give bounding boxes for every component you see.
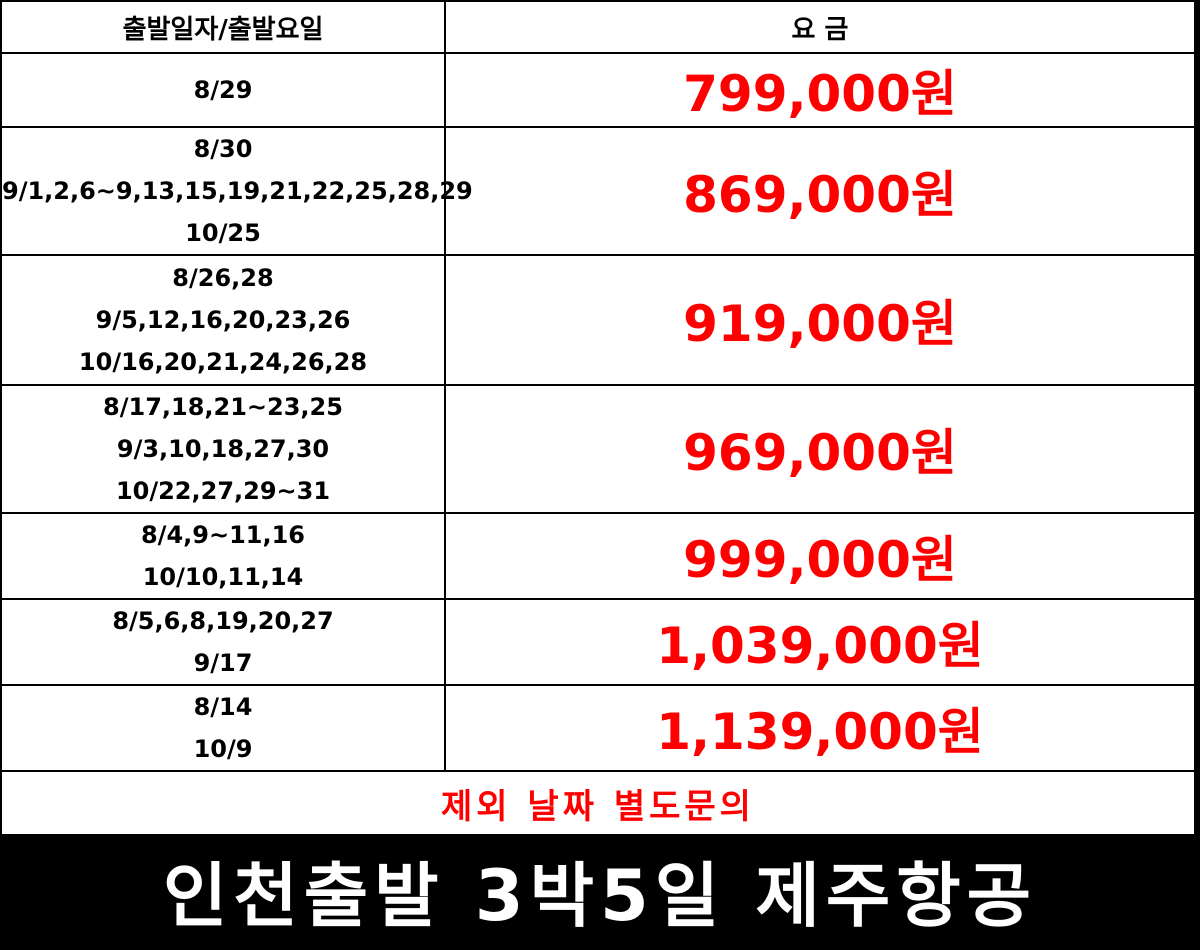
price-cell: 999,000원 bbox=[444, 512, 1196, 600]
departure-dates-cell: 8/5,6,8,19,20,27 9/17 bbox=[0, 598, 446, 686]
date-line: 10/16,20,21,24,26,28 bbox=[78, 348, 368, 376]
date-line: 8/26,28 bbox=[172, 264, 274, 292]
table-header-row: 출발일자/출발요일 요 금 bbox=[0, 0, 1196, 54]
departure-dates-cell: 8/4,9~11,16 10/10,11,14 bbox=[0, 512, 446, 600]
table-row: 8/30 9/1,2,6~9,13,15,19,21,22,25,28,29 1… bbox=[0, 126, 1196, 256]
date-line: 10/9 bbox=[193, 735, 253, 763]
departure-dates-cell: 8/14 10/9 bbox=[0, 684, 446, 772]
price-cell: 969,000원 bbox=[444, 384, 1196, 514]
table-row: 8/14 10/9 1,139,000원 bbox=[0, 684, 1196, 772]
fare-table: 출발일자/출발요일 요 금 8/29 799,000원 8/30 9/1,2,6… bbox=[0, 0, 1196, 836]
table-row: 8/29 799,000원 bbox=[0, 52, 1196, 128]
date-line: 9/5,12,16,20,23,26 bbox=[95, 306, 351, 334]
departure-dates-cell: 8/17,18,21~23,25 9/3,10,18,27,30 10/22,2… bbox=[0, 384, 446, 514]
date-line: 10/25 bbox=[185, 219, 261, 247]
date-line: 10/10,11,14 bbox=[142, 563, 304, 591]
table-row: 8/4,9~11,16 10/10,11,14 999,000원 bbox=[0, 512, 1196, 600]
date-line: 8/5,6,8,19,20,27 bbox=[112, 607, 334, 635]
price-cell: 799,000원 bbox=[444, 52, 1196, 128]
date-line: 8/17,18,21~23,25 bbox=[103, 393, 343, 421]
price-cell: 1,039,000원 bbox=[444, 598, 1196, 686]
departure-dates-cell: 8/26,28 9/5,12,16,20,23,26 10/16,20,21,2… bbox=[0, 254, 446, 386]
departure-dates-cell: 8/30 9/1,2,6~9,13,15,19,21,22,25,28,29 1… bbox=[0, 126, 473, 256]
date-line: 9/1,2,6~9,13,15,19,21,22,25,28,29 bbox=[2, 177, 473, 205]
table-row: 8/26,28 9/5,12,16,20,23,26 10/16,20,21,2… bbox=[0, 254, 1196, 386]
notice-row: 제외 날짜 별도문의 bbox=[0, 770, 1196, 836]
date-line: 9/3,10,18,27,30 bbox=[116, 435, 330, 463]
dates-column-header: 출발일자/출발요일 bbox=[0, 0, 446, 54]
table-row: 8/17,18,21~23,25 9/3,10,18,27,30 10/22,2… bbox=[0, 384, 1196, 514]
date-line: 8/4,9~11,16 bbox=[140, 521, 305, 549]
price-cell: 1,139,000원 bbox=[444, 684, 1196, 772]
footer-title: 인천출발 3박5일 제주항공 bbox=[162, 854, 1038, 937]
departure-dates-cell: 8/29 bbox=[0, 52, 446, 128]
inquiry-notice: 제외 날짜 별도문의 bbox=[0, 770, 1196, 836]
date-line: 10/22,27,29~31 bbox=[115, 477, 331, 505]
date-line: 8/29 bbox=[193, 76, 253, 104]
date-line: 9/17 bbox=[193, 649, 253, 677]
price-cell: 919,000원 bbox=[444, 254, 1196, 386]
date-line: 8/14 bbox=[193, 693, 253, 721]
price-column-header: 요 금 bbox=[444, 0, 1196, 54]
date-line: 8/30 bbox=[193, 135, 253, 163]
price-cell: 869,000원 bbox=[444, 126, 1196, 256]
table-row: 8/5,6,8,19,20,27 9/17 1,039,000원 bbox=[0, 598, 1196, 686]
